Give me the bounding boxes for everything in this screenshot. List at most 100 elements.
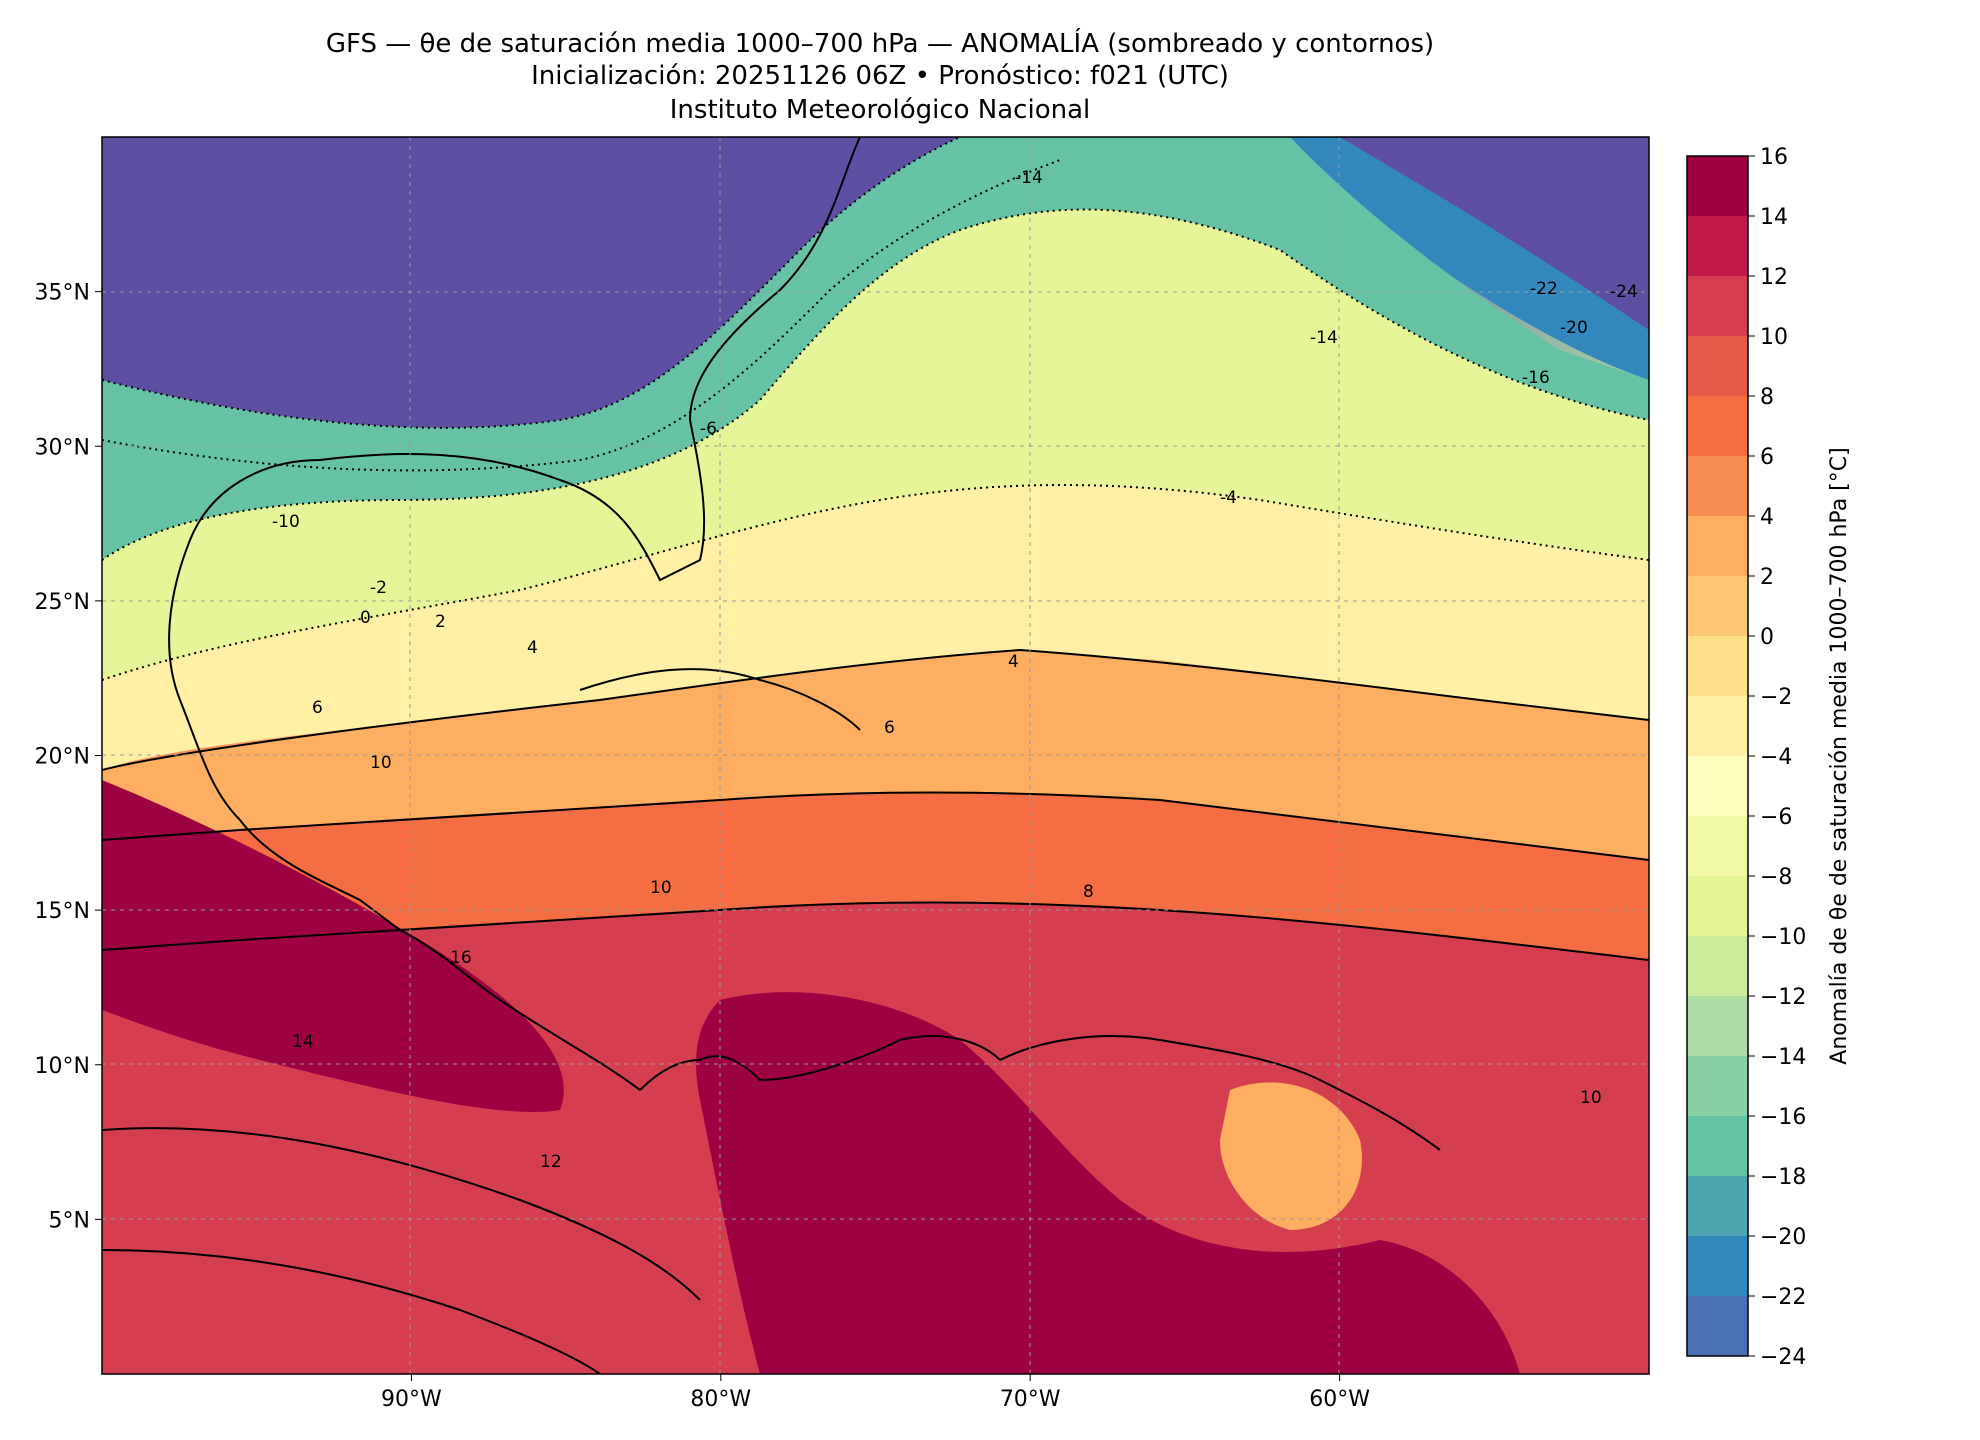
contour-label: -2: [370, 578, 387, 598]
contour-label: 6: [312, 698, 323, 718]
title-line-1: GFS — θe de saturación media 1000–700 hP…: [325, 29, 1435, 59]
contour-label: -10: [272, 512, 300, 532]
colorbar-tick-label: 8: [1760, 385, 1774, 410]
x-tick-label: 90°W: [381, 1387, 442, 1412]
map-panel: [102, 137, 1649, 1374]
contour-label: 4: [527, 638, 538, 658]
colorbar-segment: [1687, 996, 1748, 1057]
band-plus14-pacific: [102, 780, 564, 1112]
band-minus20-ne: [1290, 137, 1649, 380]
y-tick-label: 5°N: [49, 1208, 90, 1233]
colorbar-segment: [1687, 1116, 1748, 1177]
colorbar-segment: [1687, 456, 1748, 517]
contour-label: -4: [1220, 488, 1237, 508]
colorbar-tick-label: 10: [1760, 325, 1788, 350]
colorbar-tick-label: 2: [1760, 565, 1774, 590]
contour-lines: [102, 137, 1649, 1374]
colorbar-tick-label: −20: [1760, 1225, 1806, 1250]
colorbar-ticks: 16 14 12 10 8 6 4 2 0 −2 −4 −6 −8 −10 −12 −14 −16 −18 −20 −…: [1748, 145, 1806, 1370]
colorbar-segment: [1687, 876, 1748, 937]
colorbar-tick-label: 0: [1760, 625, 1774, 650]
contour-label: 10: [370, 753, 392, 773]
contour-label: 0: [360, 608, 371, 628]
colorbar-tick-label: 4: [1760, 505, 1774, 530]
contour-line: [102, 137, 961, 429]
x-tick-label: 60°W: [1309, 1387, 1370, 1412]
x-tick-label: 80°W: [690, 1387, 751, 1412]
colorbar-segment: [1687, 756, 1748, 817]
coastline-north-america: [168, 137, 861, 1091]
colorbar-segment: [1687, 696, 1748, 757]
colorbar-segment: [1687, 396, 1748, 457]
title-line-3: Instituto Meteorológico Nacional: [669, 95, 1091, 125]
contour-label: -20: [1560, 318, 1588, 338]
contour-line: [102, 901, 1649, 961]
colorbar-tick-label: −18: [1760, 1165, 1806, 1190]
colorbar-tick-label: 14: [1760, 205, 1788, 230]
colorbar-label: Anomalía de θe de saturación media 1000–…: [1827, 447, 1852, 1064]
colorbar-segments: [1687, 156, 1748, 1357]
y-tick-label: 35°N: [35, 281, 90, 306]
contour-label: -14: [1310, 328, 1338, 348]
band-plus6-caribbean: [1220, 1082, 1362, 1230]
contour-line: [102, 484, 1649, 681]
colorbar-segment: [1687, 1056, 1748, 1117]
contour-line: [102, 1127, 701, 1301]
colorbar-segment: [1687, 276, 1748, 337]
y-tick-label: 25°N: [35, 590, 90, 615]
y-axis-ticks: 35°N 30°N 25°N 20°N 15°N 10°N 5°N: [35, 281, 102, 1233]
contour-label: -16: [1522, 368, 1550, 388]
band-minus24: [102, 137, 960, 428]
contour-label: -24: [1610, 282, 1638, 302]
colorbar-tick-label: −22: [1760, 1285, 1806, 1310]
contour-label: 10: [650, 878, 672, 898]
contour-labels: -14 -24 -22 -20 -16 -14 -10 -6 -4 -2 0 2…: [272, 168, 1638, 1172]
colorbar-tick-label: −16: [1760, 1105, 1806, 1130]
colorbar-segment: [1687, 636, 1748, 697]
colorbar: 16 14 12 10 8 6 4 2 0 −2 −4 −6 −8 −10 −12 −14 −16 −18 −20 −…: [1686, 145, 1852, 1370]
band-minus2: [102, 485, 1649, 770]
contour-label: -14: [1015, 168, 1043, 188]
contour-line: [102, 208, 1649, 561]
coastline-cuba: [579, 668, 861, 731]
colorbar-segment: [1687, 1296, 1748, 1357]
x-axis-ticks: 90°W 80°W 70°W 60°W: [381, 1374, 1370, 1412]
band-plus6: [102, 792, 1649, 960]
contour-line: [102, 791, 1649, 861]
colorbar-tick-label: −4: [1760, 745, 1792, 770]
band-plus14-southamerica: [696, 992, 1520, 1374]
colorbar-segment: [1687, 936, 1748, 997]
colorbar-tick-label: 12: [1760, 265, 1788, 290]
contour-line: [102, 648, 1649, 771]
colorbar-segment: [1687, 216, 1748, 277]
y-tick-label: 20°N: [35, 745, 90, 770]
colorbar-tick-label: −14: [1760, 1045, 1806, 1070]
contour-label: -22: [1530, 279, 1558, 299]
colorbar-tick-label: −8: [1760, 865, 1792, 890]
colorbar-tick-label: 6: [1760, 445, 1774, 470]
contour-line: [102, 159, 1061, 472]
colorbar-segment: [1687, 816, 1748, 877]
gridlines: [102, 137, 1649, 1374]
colorbar-segment: [1687, 516, 1748, 577]
colorbar-tick-label: −12: [1760, 985, 1806, 1010]
colorbar-segment: [1687, 336, 1748, 397]
coastlines: [168, 137, 1441, 1151]
contour-label: 14: [292, 1032, 314, 1052]
contour-label: -6: [700, 419, 717, 439]
colorbar-tick-label: 16: [1760, 145, 1788, 170]
coastline-south-america: [999, 1035, 1441, 1151]
x-tick-label: 70°W: [1000, 1387, 1061, 1412]
y-tick-label: 30°N: [35, 435, 90, 460]
contour-label: 8: [1083, 882, 1094, 902]
colorbar-segment: [1687, 1176, 1748, 1237]
colorbar-segment: [1687, 576, 1748, 637]
y-tick-label: 15°N: [35, 899, 90, 924]
contour-label: 2: [435, 612, 446, 632]
contour-label: 6: [884, 718, 895, 738]
contour-line: [102, 1249, 601, 1374]
colorbar-tick-label: −6: [1760, 805, 1792, 830]
y-tick-label: 10°N: [35, 1054, 90, 1079]
contour-label: 10: [1580, 1088, 1602, 1108]
